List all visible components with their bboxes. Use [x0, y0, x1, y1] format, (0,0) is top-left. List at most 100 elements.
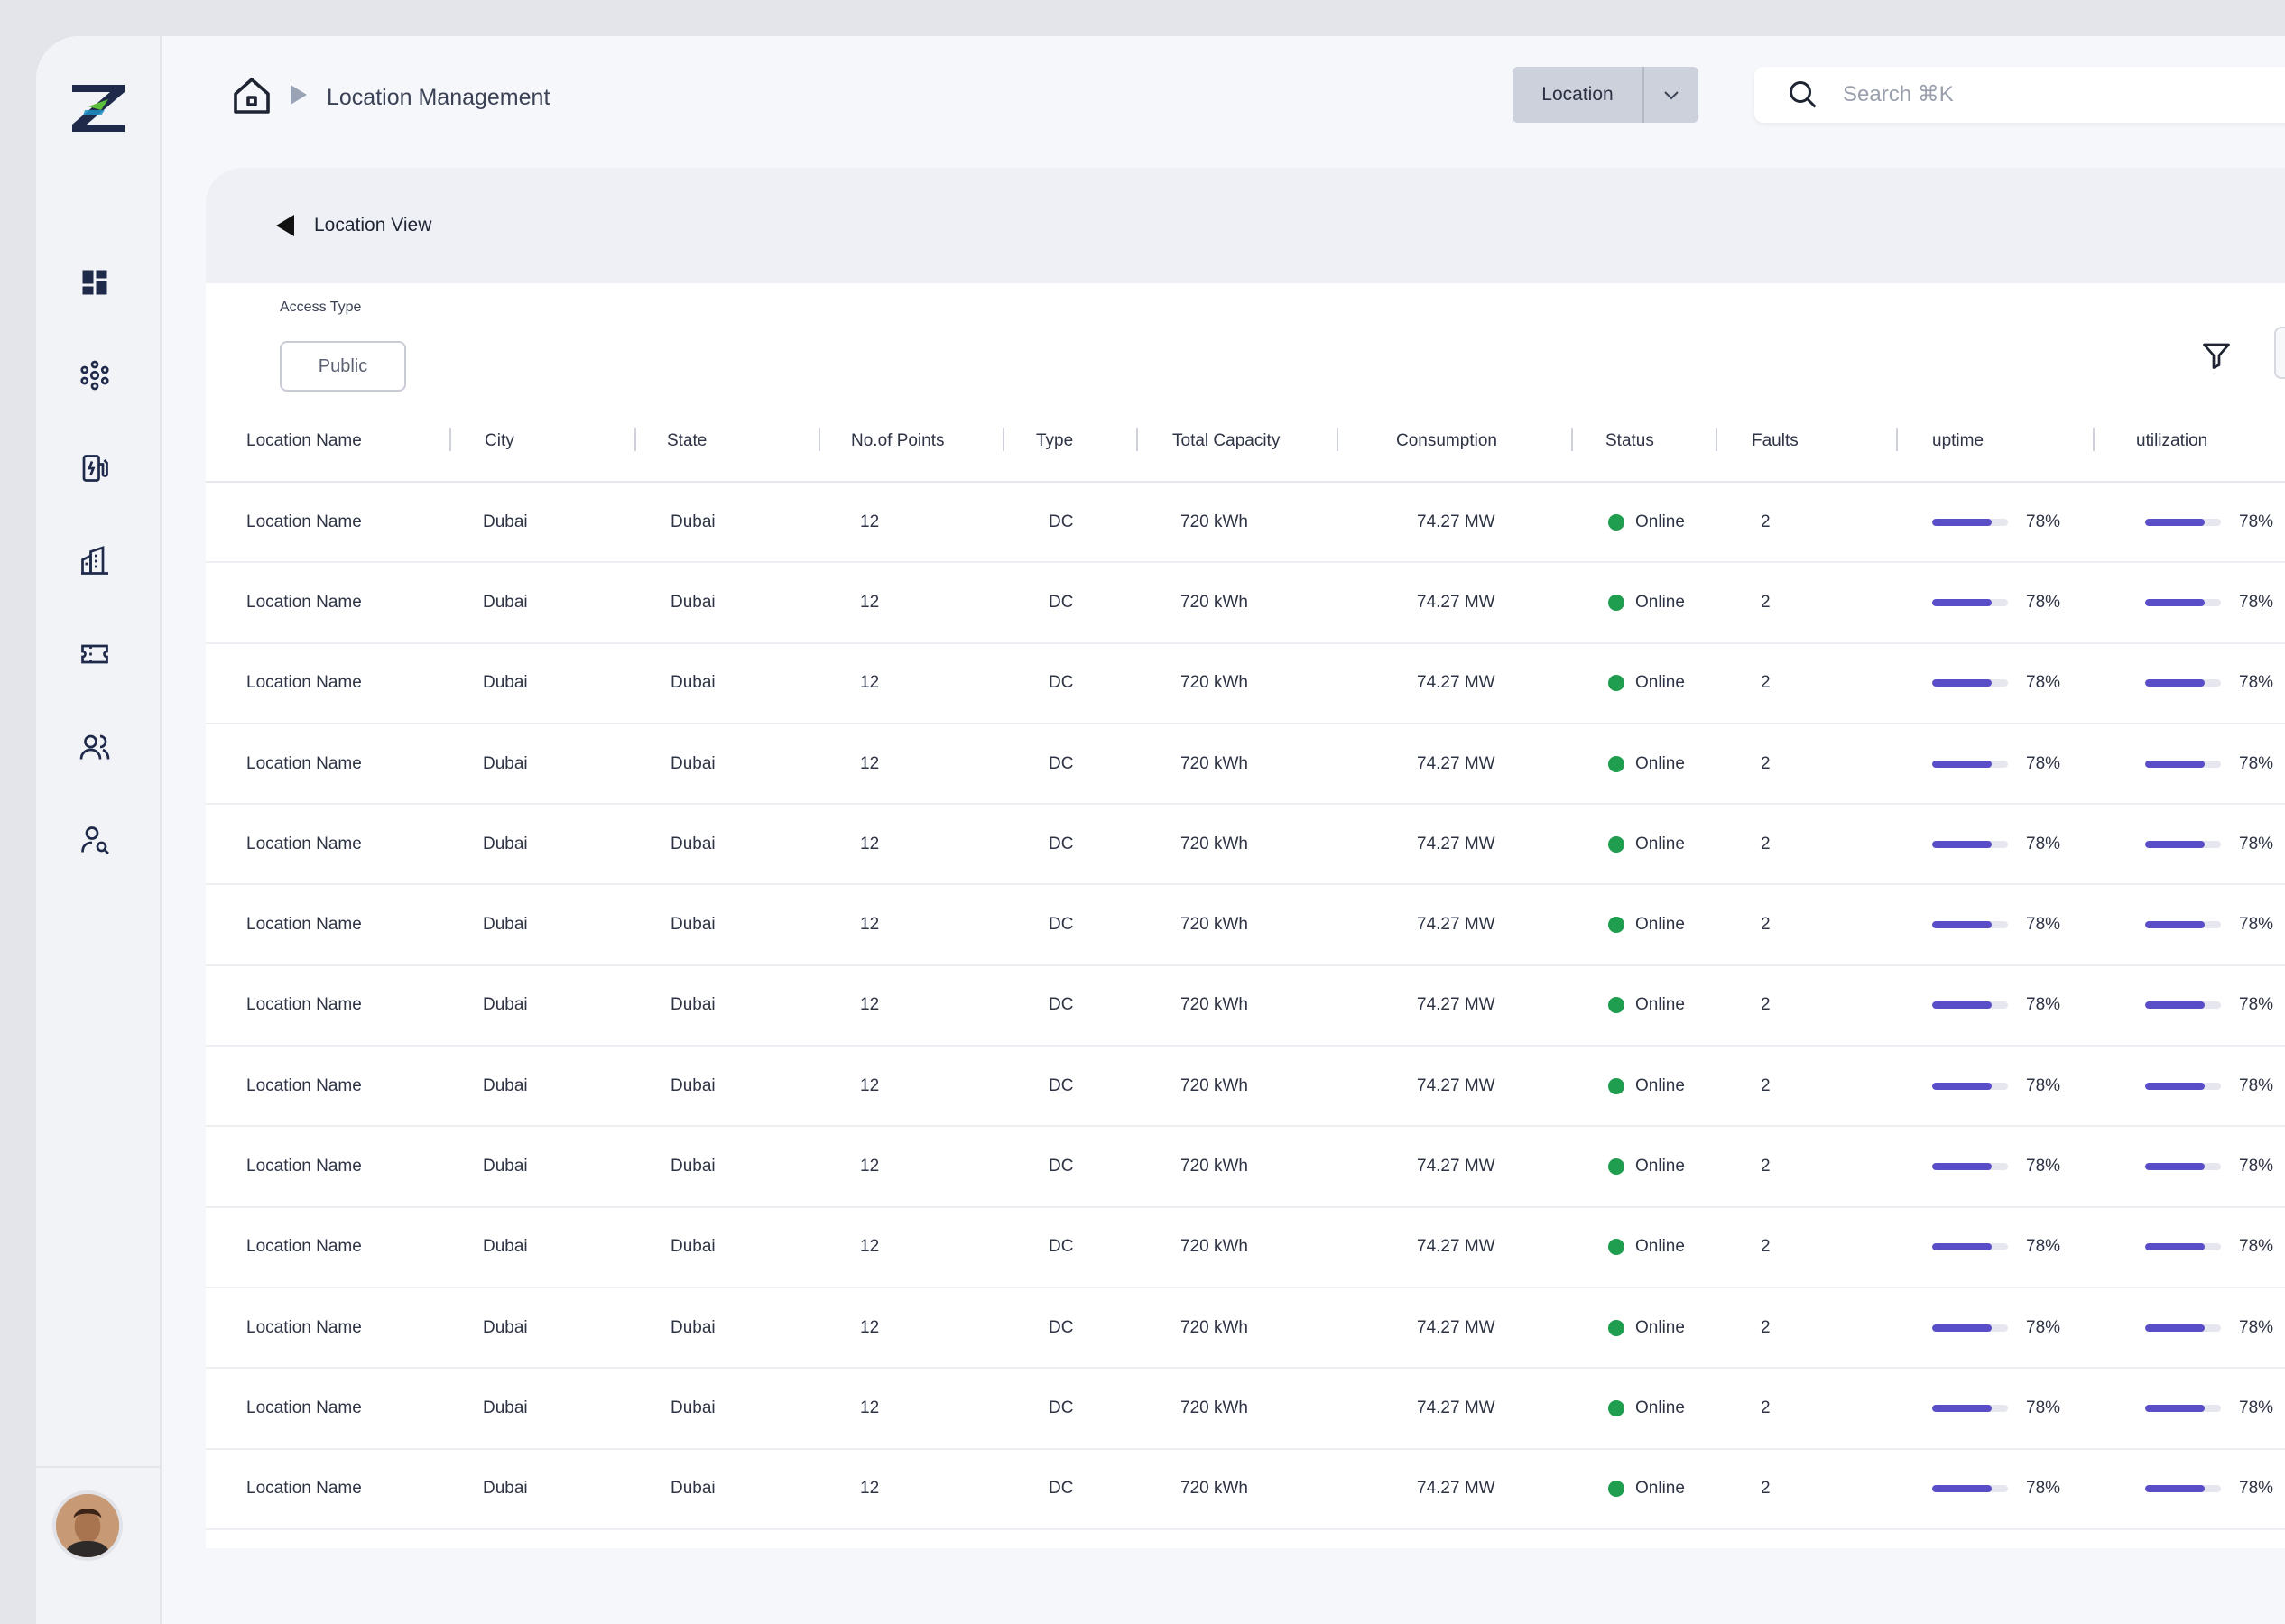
cell-status: Online — [1573, 1207, 1717, 1287]
table-row[interactable]: Location Name Dubai Dubai 12 DC 720 kWh 74.27 … — [206, 1368, 2285, 1449]
table-row[interactable]: Location Name Dubai Dubai 12 DC 720 kWh 74.27 … — [206, 884, 2285, 965]
cell-location-name: Location Name — [246, 1157, 362, 1176]
cell-location-name: Location Name — [246, 915, 362, 935]
cell-uptime: 78% — [1898, 1449, 2095, 1529]
sidebar-item-charging[interactable] — [74, 448, 116, 489]
utilization-percent: 78% — [2239, 592, 2274, 612]
uptime-progress-fill — [1932, 1404, 1992, 1412]
cell-capacity: 720 kWh — [1180, 1237, 1248, 1257]
cell-utilization: 78% — [2095, 1046, 2285, 1126]
cell-city: Dubai — [483, 1317, 528, 1337]
uptime-progress-fill — [1932, 1324, 1992, 1332]
cell-consumption: 74.27 MW — [1417, 1479, 1495, 1499]
utilization-percent: 78% — [2239, 673, 2274, 693]
sidebar-item-user-search[interactable] — [74, 819, 116, 861]
ticket-icon — [81, 644, 108, 664]
utilization-progress-bar — [2145, 1082, 2221, 1090]
status-online-dot — [1608, 675, 1624, 692]
cell-uptime: 78% — [1898, 965, 2095, 1046]
utilization-progress-bar — [2145, 760, 2221, 768]
cell-status: Online — [1573, 1046, 1717, 1126]
cell-points: 12 — [860, 512, 880, 531]
cell-uptime: 78% — [1898, 1368, 2095, 1448]
location-select[interactable]: Location — [1513, 67, 1698, 123]
status-label: Online — [1635, 1075, 1685, 1095]
cell-faults: 2 — [1761, 592, 1771, 612]
table-row[interactable]: Location Name Dubai Dubai 12 DC 720 kWh 74.27 … — [206, 965, 2285, 1047]
cell-consumption: 74.27 MW — [1417, 1317, 1495, 1337]
status-label: Online — [1635, 995, 1685, 1015]
cell-consumption: 74.27 MW — [1417, 1237, 1495, 1257]
table-row[interactable]: Location Name Dubai Dubai 12 DC 720 kWh 74.27 … — [206, 643, 2285, 724]
uptime-percent: 78% — [2026, 753, 2061, 773]
status-online-dot — [1608, 513, 1624, 531]
utilization-progress-bar — [2145, 1243, 2221, 1251]
table-row[interactable]: Location Name Dubai Dubai 12 DC 720 kWh 74.27 … — [206, 562, 2285, 643]
column-header-location-name[interactable]: Location Name — [206, 401, 451, 482]
table-row[interactable]: Location Name Dubai Dubai 12 DC 720 kWh 74.27 … — [206, 1207, 2285, 1287]
uptime-progress-fill — [1932, 1485, 1992, 1493]
sidebar-item-network[interactable] — [74, 355, 116, 396]
column-header-city[interactable]: City — [451, 401, 636, 482]
utilization-progress-fill — [2145, 598, 2205, 606]
filter-icon[interactable] — [2200, 339, 2233, 372]
back-icon[interactable] — [276, 215, 294, 236]
status-online-dot — [1608, 835, 1624, 853]
cell-type: DC — [1049, 1398, 1074, 1417]
table-row[interactable]: Location Name Dubai Dubai 12 DC 720 kWh 74.27 … — [206, 1126, 2285, 1207]
search-bar[interactable] — [1754, 67, 2285, 123]
status-label: Online — [1635, 834, 1685, 854]
user-photo — [56, 1494, 119, 1557]
column-header-type[interactable]: Type — [1004, 401, 1138, 482]
cell-points: 12 — [860, 1237, 880, 1257]
table-row[interactable]: Location Name Dubai Dubai 12 DC 720 kWh 74.27 … — [206, 804, 2285, 885]
utilization-progress-bar — [2145, 1324, 2221, 1332]
table-row[interactable]: Location Name Dubai Dubai 12 DC 720 kWh 74.27 … — [206, 1046, 2285, 1127]
sidebar-item-users[interactable] — [74, 726, 116, 768]
location-action-button[interactable]: Lo — [2274, 327, 2285, 379]
uptime-progress-bar — [1932, 760, 2008, 768]
table-row[interactable]: Location Name Dubai Dubai 12 DC 720 kWh 74.27 … — [206, 1287, 2285, 1369]
breadcrumb-current[interactable]: Location Management — [327, 85, 550, 110]
chevron-down-icon[interactable] — [1642, 67, 1698, 123]
cell-uptime: 78% — [1898, 724, 2095, 804]
z-logo[interactable] — [69, 81, 128, 135]
sidebar-item-buildings[interactable] — [74, 540, 116, 582]
panel-title: Location View — [314, 215, 432, 235]
column-header-points[interactable]: No.of Points — [820, 401, 1004, 482]
search-input[interactable] — [1843, 82, 2204, 107]
cell-utilization: 78% — [2095, 1449, 2285, 1529]
home-icon[interactable] — [230, 74, 273, 117]
utilization-progress-bar — [2145, 1404, 2221, 1412]
access-type-public-chip[interactable]: Public — [280, 341, 406, 392]
sidebar-item-dashboard[interactable] — [74, 262, 116, 303]
cell-points: 12 — [860, 834, 880, 854]
avatar[interactable] — [52, 1490, 123, 1561]
cell-utilization: 78% — [2095, 884, 2285, 964]
uptime-percent: 78% — [2026, 995, 2061, 1015]
sidebar-item-tickets[interactable] — [74, 633, 116, 675]
cell-consumption: 74.27 MW — [1417, 673, 1495, 693]
column-header-status[interactable]: Status — [1573, 401, 1717, 482]
cell-utilization: 78% — [2095, 724, 2285, 804]
uptime-progress-bar — [1932, 1163, 2008, 1171]
table-row[interactable]: Location Name Dubai Dubai 12 DC 720 kWh 74.27 … — [206, 482, 2285, 563]
cell-city: Dubai — [483, 753, 528, 773]
uptime-progress-bar — [1932, 840, 2008, 848]
uptime-progress-fill — [1932, 1082, 1992, 1090]
table-row[interactable]: Location Name Dubai Dubai 12 DC 720 kWh 74.27 … — [206, 724, 2285, 805]
cell-utilization: 78% — [2095, 804, 2285, 884]
column-header-consumption[interactable]: Consumption — [1338, 401, 1573, 482]
column-header-utilization[interactable]: utilization — [2136, 430, 2208, 450]
cell-type: DC — [1049, 1317, 1074, 1337]
column-header-state[interactable]: State — [636, 401, 820, 482]
table-row[interactable]: Location Name Dubai Dubai 12 DC 720 kWh 74.27 … — [206, 1449, 2285, 1529]
cell-utilization: 78% — [2095, 1126, 2285, 1206]
utilization-percent: 78% — [2239, 834, 2274, 854]
cell-uptime: 78% — [1898, 482, 2095, 562]
cell-points: 12 — [860, 592, 880, 612]
column-header-total-capacity[interactable]: Total Capacity — [1138, 401, 1338, 482]
cell-city: Dubai — [483, 834, 528, 854]
column-header-uptime[interactable]: uptime — [1898, 401, 2095, 482]
column-header-faults[interactable]: Faults — [1717, 401, 1898, 482]
